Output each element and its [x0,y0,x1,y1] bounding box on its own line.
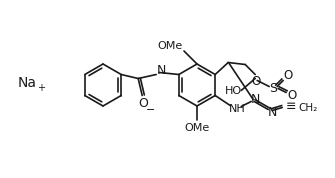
Text: OMe: OMe [157,41,183,51]
Text: N: N [156,64,166,77]
Text: HO: HO [225,85,242,96]
Text: ≡: ≡ [286,100,296,113]
Text: −: − [145,104,155,114]
Text: N: N [268,106,277,119]
Text: N: N [251,93,260,106]
Text: CH₂: CH₂ [298,103,318,112]
Text: O: O [138,97,148,110]
Text: OMe: OMe [184,123,210,133]
Text: S: S [269,82,277,95]
Text: +: + [37,83,45,93]
Text: NH: NH [229,103,246,114]
Text: Na: Na [18,76,37,90]
Text: O: O [287,89,297,102]
Text: O: O [283,69,293,82]
Text: O: O [252,75,261,88]
